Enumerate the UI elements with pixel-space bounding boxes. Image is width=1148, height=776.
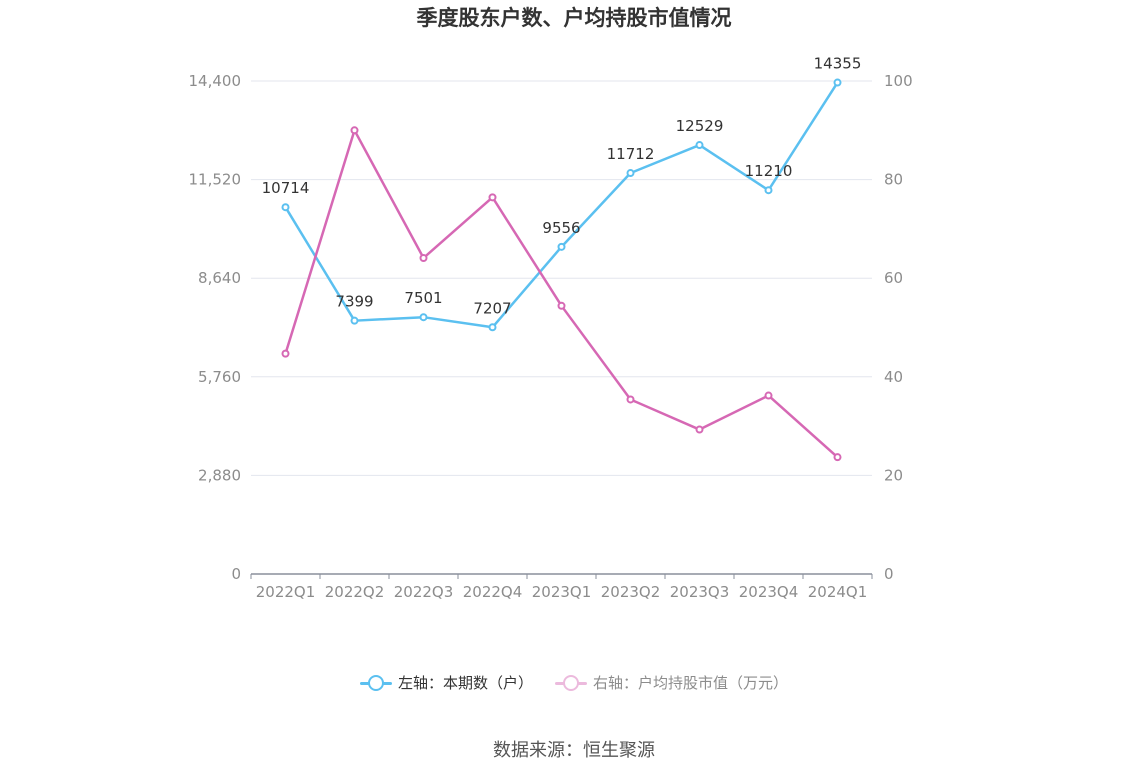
data-point-shareholders [626, 169, 635, 178]
data-label: 10714 [262, 179, 310, 197]
right-axis-tick-label: 60 [884, 269, 903, 287]
source-note: 数据来源：恒生聚源 [493, 740, 655, 761]
series-layer [281, 78, 842, 462]
data-point-avg-value [833, 453, 842, 462]
data-point-avg-value [488, 193, 497, 202]
left-axis-tick-label: 11,520 [189, 171, 242, 189]
right-axis-tick-label: 80 [884, 171, 903, 189]
right-axis-tick-label: 0 [884, 565, 894, 583]
left-axis-tick-label: 8,640 [198, 269, 241, 287]
legend-left-label: 左轴：本期数（户） [397, 674, 533, 692]
legend: 左轴：本期数（户） 右轴：户均持股市值（万元） [0, 672, 1148, 693]
x-axis-tick-label: 2023Q2 [601, 583, 661, 601]
data-label: 9556 [542, 219, 580, 237]
data-point-avg-value [557, 301, 566, 310]
x-axis-tick-label: 2023Q3 [670, 583, 730, 601]
x-axis-tick-label: 2022Q3 [394, 583, 454, 601]
data-point-shareholders [764, 186, 773, 195]
legend-item-left[interactable]: 左轴：本期数（户） [359, 672, 533, 693]
data-label: 7399 [335, 293, 373, 311]
data-label: 11712 [607, 145, 655, 163]
legend-item-right[interactable]: 右轴：户均持股市值（万元） [555, 672, 788, 693]
grid-lines [251, 80, 872, 476]
data-point-shareholders [557, 242, 566, 251]
data-point-shareholders [350, 316, 359, 325]
x-axis-tick-label: 2022Q4 [463, 583, 523, 601]
right-axis-tick-label: 40 [884, 368, 903, 386]
data-point-avg-value [764, 391, 773, 400]
data-label: 12529 [676, 117, 724, 135]
data-point-shareholders [419, 313, 428, 322]
legend-right-label: 右轴：户均持股市值（万元） [593, 674, 789, 692]
left-axis-tick-label: 0 [231, 565, 241, 583]
x-axis-tick-label: 2022Q2 [325, 583, 385, 601]
x-axis-tick-label: 2023Q1 [532, 583, 592, 601]
data-label: 11210 [745, 162, 793, 180]
data-point-shareholders [695, 141, 704, 150]
data-point-avg-value [626, 395, 635, 404]
right-axis-tick-label: 20 [884, 466, 903, 484]
x-axis-tick-label: 2023Q4 [739, 583, 799, 601]
data-point-avg-value [419, 253, 428, 262]
x-axis-tick-label: 2024Q1 [808, 583, 868, 601]
data-label: 7501 [404, 289, 442, 307]
data-label: 14355 [814, 55, 862, 73]
left-axis-tick-label: 5,760 [198, 368, 241, 386]
chart-title: 季度股东户数、户均持股市值情况 [416, 6, 732, 30]
left-axis-tick-label: 2,880 [198, 466, 241, 484]
data-label: 7207 [473, 299, 511, 317]
data-point-avg-value [350, 126, 359, 135]
data-point-shareholders [833, 78, 842, 87]
data-point-avg-value [695, 425, 704, 434]
data-point-shareholders [281, 203, 290, 212]
x-axis-tick-label: 2022Q1 [256, 583, 316, 601]
data-labels: 10714 7399 7501 7207 9556 11712 12529 11210 1435… [262, 55, 862, 318]
legend-right-swatch-icon [555, 674, 587, 692]
series-line-shareholders [284, 81, 839, 329]
axes: 0 0 2,880 20 5,760 40 8,640 60 11,520 80 14,400 100… [189, 72, 913, 601]
legend-left-swatch-icon [359, 674, 392, 692]
data-point-avg-value [281, 349, 290, 358]
right-axis-tick-label: 100 [884, 72, 913, 90]
data-point-shareholders [488, 323, 497, 332]
left-axis-tick-label: 14,400 [189, 72, 242, 90]
